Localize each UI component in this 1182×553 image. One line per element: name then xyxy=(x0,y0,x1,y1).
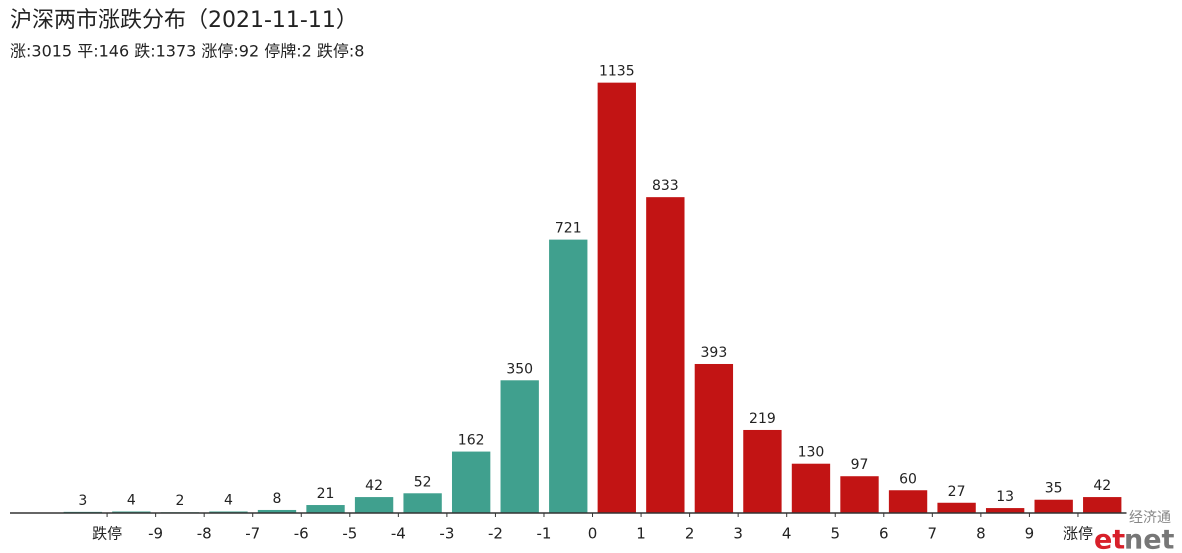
value-label: 4 xyxy=(224,492,233,508)
value-label: 350 xyxy=(506,361,533,377)
x-tick-label: 8 xyxy=(976,525,986,543)
x-tick-label: -9 xyxy=(148,525,163,543)
value-label: 52 xyxy=(414,474,432,490)
value-label: 2 xyxy=(175,493,184,509)
bar xyxy=(549,239,588,513)
value-label: 4 xyxy=(127,492,136,508)
bar xyxy=(354,497,394,513)
x-tick-label: 5 xyxy=(830,525,840,543)
bar xyxy=(646,197,685,513)
value-label: 130 xyxy=(798,445,825,461)
bar xyxy=(306,505,345,513)
value-label: 42 xyxy=(365,478,383,494)
bar xyxy=(500,380,539,513)
bar xyxy=(403,493,442,513)
value-label: 8 xyxy=(273,491,282,507)
logo-en-red: et xyxy=(1094,525,1125,553)
value-label: 219 xyxy=(749,411,776,427)
chart-title: 沪深两市涨跌分布（2021-11-11） xyxy=(10,8,358,33)
x-tick-label: 1 xyxy=(636,525,646,543)
bar xyxy=(257,509,297,513)
bar xyxy=(1083,497,1122,513)
value-label: 97 xyxy=(851,457,869,473)
x-tick-label: 涨停 xyxy=(1063,525,1093,543)
x-tick-label: 3 xyxy=(733,525,743,543)
x-tick-label: 跌停 xyxy=(92,525,122,543)
chart-subtitle: 涨:3015 平:146 跌:1373 涨停:92 停牌:2 跌停:8 xyxy=(10,42,364,61)
value-label: 21 xyxy=(317,486,335,502)
x-tick-label: 4 xyxy=(782,525,792,543)
bar xyxy=(840,476,879,513)
value-label: 13 xyxy=(996,489,1014,505)
value-label: 3 xyxy=(78,493,87,509)
value-label: 721 xyxy=(555,221,582,237)
x-tick-label: 6 xyxy=(879,525,889,543)
logo-en-gray: net xyxy=(1124,525,1175,553)
x-tick-label: 9 xyxy=(1025,525,1035,543)
bar xyxy=(985,508,1025,513)
value-label: 393 xyxy=(701,345,728,361)
bar xyxy=(888,490,928,513)
x-tick-label: -6 xyxy=(294,525,309,543)
value-label: 1135 xyxy=(599,64,635,80)
bar xyxy=(694,363,734,513)
x-tick-label: 2 xyxy=(685,525,695,543)
value-label: 27 xyxy=(948,484,966,500)
bar xyxy=(791,463,831,513)
value-label: 42 xyxy=(1093,478,1111,494)
value-label: 35 xyxy=(1045,481,1063,497)
bar xyxy=(209,511,248,513)
x-tick-label: 0 xyxy=(588,525,598,543)
value-label: 833 xyxy=(652,178,679,194)
x-tick-label: -8 xyxy=(197,525,212,543)
x-tick-label: -3 xyxy=(439,525,454,543)
bar xyxy=(743,429,782,513)
x-tick-label: -7 xyxy=(245,525,260,543)
x-tick-label: -4 xyxy=(391,525,406,543)
x-tick-label: 7 xyxy=(928,525,938,543)
logo-cn: 经济通 xyxy=(1129,510,1171,526)
value-label: 162 xyxy=(458,433,485,449)
bar xyxy=(937,502,976,513)
x-tick-label: -1 xyxy=(536,525,551,543)
bar xyxy=(451,451,491,513)
x-tick-label: -2 xyxy=(488,525,503,543)
value-label: 60 xyxy=(899,471,917,487)
bar xyxy=(597,82,636,513)
x-tick-label: -5 xyxy=(342,525,357,543)
bar xyxy=(1034,499,1073,513)
bar xyxy=(112,511,151,513)
